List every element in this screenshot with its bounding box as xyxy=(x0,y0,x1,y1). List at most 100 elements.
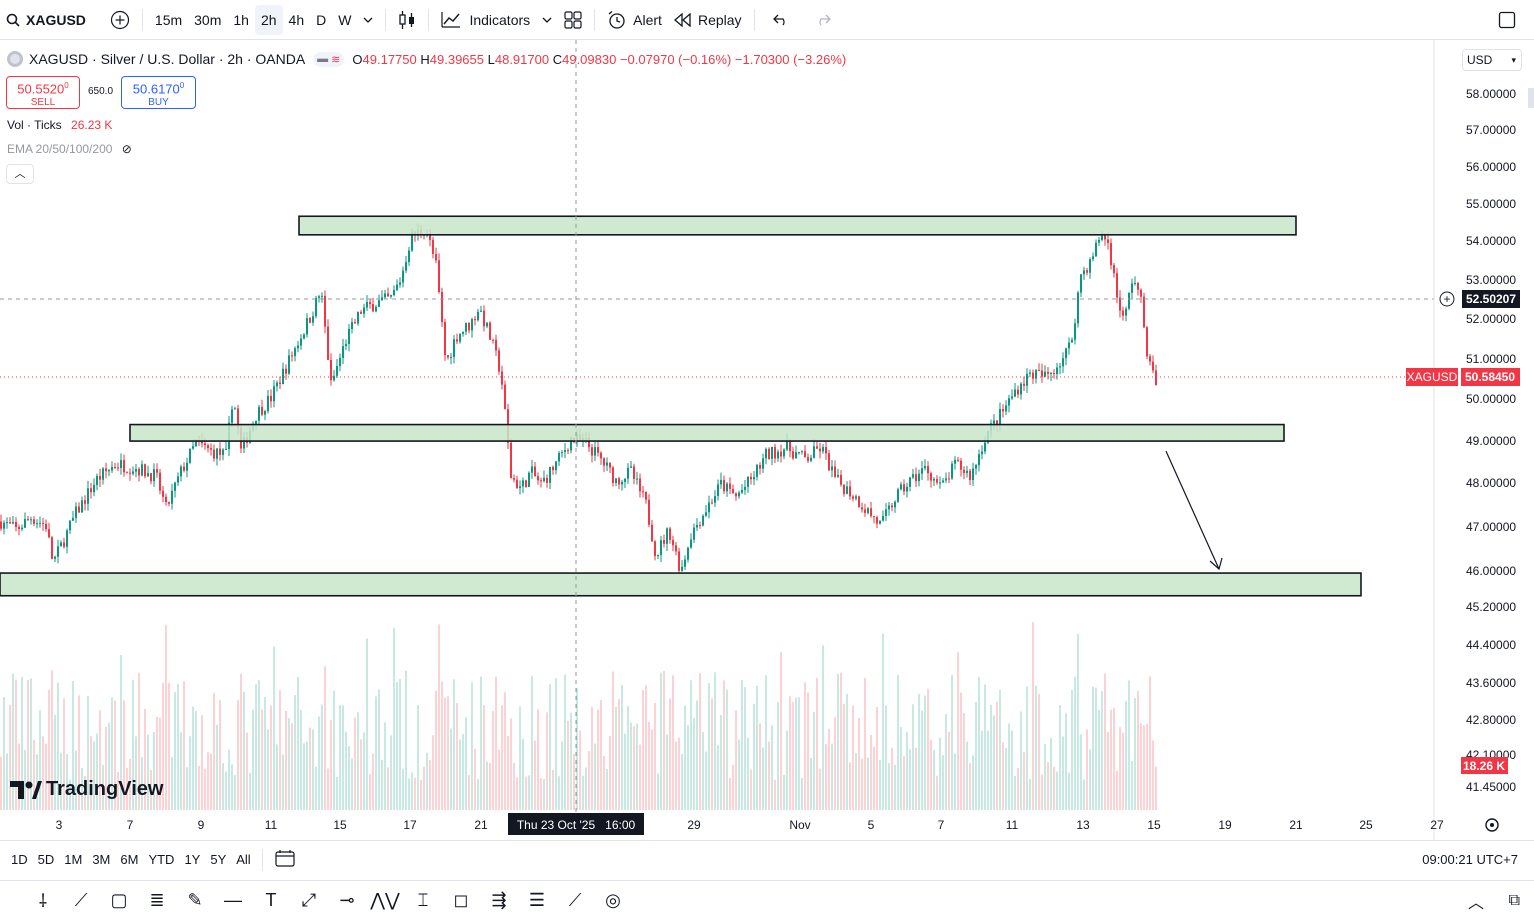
collapse-legend-button[interactable]: ︿ xyxy=(6,164,34,184)
candle-body xyxy=(444,322,446,356)
candle-body xyxy=(570,437,572,451)
zone-rectangle[interactable] xyxy=(0,572,1362,597)
brush-tool[interactable]: ✎ xyxy=(176,881,214,921)
candle-body xyxy=(687,547,689,560)
zone-rectangle[interactable] xyxy=(129,423,1285,442)
candle-body xyxy=(888,505,890,510)
trendline-tool[interactable]: ⟋ xyxy=(62,881,100,921)
candle-body xyxy=(642,491,644,493)
ema-indicator-legend[interactable]: EMA 20/50/100/200 ⊘ xyxy=(7,142,132,156)
goto-date-button[interactable] xyxy=(269,849,301,870)
undo-button[interactable] xyxy=(767,5,795,35)
interval-1h[interactable]: 1h xyxy=(233,11,249,28)
interval-15m[interactable]: 15m xyxy=(154,11,183,28)
candle-body xyxy=(288,355,290,374)
candle-body xyxy=(456,339,458,342)
currency-selector[interactable]: USD ▾ xyxy=(1462,49,1522,71)
interval-4h[interactable]: 4h xyxy=(288,11,305,28)
candle-body xyxy=(291,355,293,357)
callout-tool[interactable]: ◻ xyxy=(442,881,480,921)
ray-tool[interactable]: ⤢ xyxy=(290,881,328,921)
measure-tool[interactable]: ⌶ xyxy=(404,881,442,921)
price-chart[interactable]: 58.00000 57.00000 56.00000 55.00000 54.00000… xyxy=(0,40,1534,840)
candle-body xyxy=(1005,405,1007,412)
candle-body xyxy=(174,482,176,491)
range-ytd[interactable]: YTD xyxy=(148,852,175,867)
candle-body xyxy=(504,384,506,410)
interval-2h[interactable]: 2h xyxy=(254,4,283,35)
range-5d[interactable]: 5D xyxy=(37,852,55,867)
symbol-title[interactable]: XAGUSD · Silver / U.S. Dollar · 2h · OAN… xyxy=(29,51,306,67)
long-position-tool[interactable]: ⇶ xyxy=(480,881,518,921)
range-1m[interactable]: 1M xyxy=(64,852,83,867)
candle-body xyxy=(78,506,80,513)
candle-body xyxy=(963,469,965,473)
candle-body xyxy=(1032,372,1034,379)
interval-d[interactable]: D xyxy=(316,11,327,28)
interval-w[interactable]: W xyxy=(338,11,352,28)
cursor-tool[interactable]: ⸸ xyxy=(24,881,62,921)
chart-type-button[interactable] xyxy=(392,5,422,35)
candle-body xyxy=(1116,273,1118,298)
arrow-line[interactable] xyxy=(1165,450,1220,570)
candle-body xyxy=(966,470,968,473)
compare-button[interactable] xyxy=(104,5,136,35)
volume-indicator-legend[interactable]: Vol · Ticks 26.23 K xyxy=(7,118,112,132)
maximize-button[interactable]: ⧉ xyxy=(1509,892,1520,910)
range-1y[interactable]: 1Y xyxy=(184,852,201,867)
candle-body xyxy=(234,408,236,410)
ghost-feed-tool[interactable]: ◎ xyxy=(594,881,632,921)
candle-body xyxy=(636,478,638,480)
candle-body xyxy=(915,474,917,482)
hline-tool[interactable]: ⊸ xyxy=(328,881,366,921)
replay-button[interactable]: Replay xyxy=(668,5,748,35)
text-tool[interactable]: T xyxy=(252,881,290,921)
candle-body xyxy=(594,447,596,456)
candle-body xyxy=(1059,366,1061,368)
interval-dropdown[interactable] xyxy=(357,5,379,35)
candle-body xyxy=(336,366,338,376)
symbol-search[interactable]: XAGUSD xyxy=(0,5,92,35)
alert-button[interactable]: Alert xyxy=(601,5,668,35)
indicators-button[interactable]: Indicators xyxy=(435,5,536,35)
indicators-dropdown[interactable] xyxy=(536,5,558,35)
range-5y[interactable]: 5Y xyxy=(210,852,227,867)
candle-body xyxy=(150,473,152,482)
redo-button[interactable] xyxy=(809,5,837,35)
horizontal-line-tool[interactable]: — xyxy=(214,881,252,921)
candle-body xyxy=(285,368,287,374)
rectangle-tool[interactable]: ▢ xyxy=(100,881,138,921)
settings-gear[interactable] xyxy=(1485,818,1499,832)
range-6m[interactable]: 6M xyxy=(120,852,139,867)
candle-body xyxy=(858,496,860,508)
range-3m[interactable]: 3M xyxy=(92,852,111,867)
time-axis-label: 15 xyxy=(1147,818,1161,832)
fullscreen-button[interactable] xyxy=(1492,5,1522,35)
range-1d[interactable]: 1D xyxy=(11,852,28,867)
candle-body xyxy=(243,437,245,449)
eye-hidden-icon[interactable]: ⊘ xyxy=(121,142,132,156)
candle-body xyxy=(399,282,401,285)
collapse-tools-button[interactable]: ︿ xyxy=(1468,889,1484,913)
clock-time[interactable]: 09:00:21 UTC+7 xyxy=(1422,852,1518,867)
time-axis-label: 3 xyxy=(56,818,63,832)
candle-body xyxy=(1041,370,1043,377)
layouts-button[interactable] xyxy=(558,5,588,35)
buy-button[interactable]: 50.61700 BUY xyxy=(121,76,196,109)
interval-30m[interactable]: 30m xyxy=(194,11,222,28)
path-tool[interactable]: ⟋ xyxy=(556,881,594,921)
range-all[interactable]: All xyxy=(236,852,251,867)
pattern-tool[interactable]: ⋀⋁ xyxy=(366,881,404,921)
forecast-tool[interactable]: ☰ xyxy=(518,881,556,921)
price-scale[interactable]: 58.00000 57.00000 56.00000 55.00000 54.00000… xyxy=(1433,40,1534,840)
time-axis[interactable]: 3 7 9 11 15 17 21 29 Nov 5 7 11 13 15 19 21 25 27 xyxy=(56,818,1444,832)
fib-tool[interactable]: ≣ xyxy=(138,881,176,921)
price-scale-label: 45.20000 xyxy=(1466,600,1516,614)
candle-body xyxy=(558,452,560,462)
sell-button[interactable]: 50.55200 SELL xyxy=(6,76,80,109)
candle-body xyxy=(1131,283,1133,293)
zone-rectangle[interactable] xyxy=(298,215,1297,236)
ohlc-values: O49.17750 H49.39655 L48.91700 C49.09830 … xyxy=(352,52,846,67)
candle-body xyxy=(972,468,974,481)
candle-body xyxy=(885,509,887,516)
